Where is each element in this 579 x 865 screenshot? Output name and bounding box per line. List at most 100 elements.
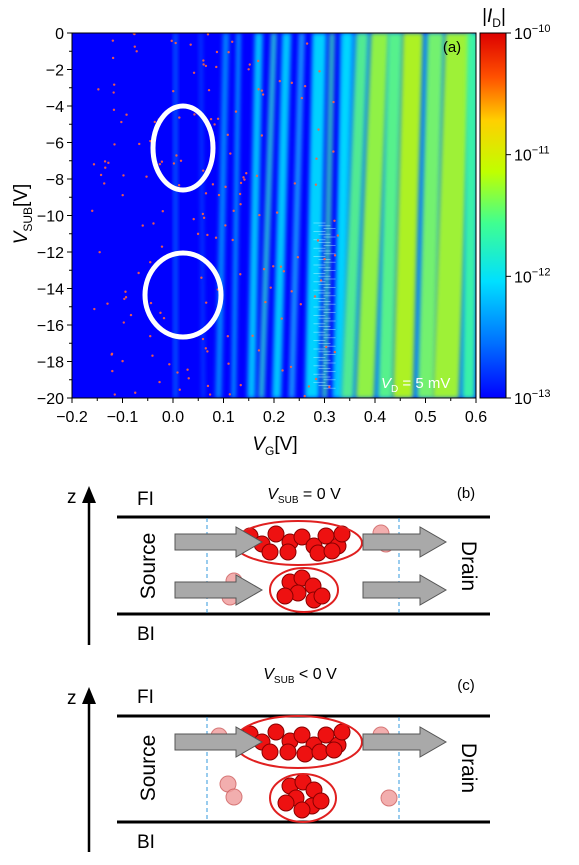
heatmap-dot [103,182,106,185]
panel-c-label: (c) [457,677,475,694]
heatmap-dot [264,300,267,304]
heatmap-dot [172,162,176,165]
y-tick-label: −10 [37,209,64,226]
x-tick-label: −0.2 [56,409,88,426]
heatmap-dot [303,394,306,398]
heatmap-dot [206,233,209,237]
heatmap-dot [278,79,282,83]
heatmap-dot [234,110,238,113]
heatmap-dot [120,120,123,124]
heatmap-dot [239,273,242,276]
heatmap-dot [257,59,260,63]
heatmap-dot [255,174,259,178]
heatmap-dot [224,224,227,227]
y-tick-label: 0 [55,26,64,43]
colorbar-tick-label: 10−12 [514,266,550,286]
heatmap-dot [307,385,311,388]
heatmap-dot [227,362,230,365]
heatmap-dot [314,377,318,381]
heatmap-dot [99,173,103,177]
heatmap-dot [293,182,297,185]
heatmap-dot [204,301,208,304]
y-tick-label: −2 [46,63,64,80]
particle [312,792,330,810]
heatmap-dot [159,311,162,315]
colorbar-tick-label: 10−13 [514,388,550,408]
particle [225,788,243,806]
y-axis-label: VSUB[V] [11,184,35,245]
heatmap-dot [224,185,227,189]
colorbar-title: |ID| [482,6,506,30]
bi-label-c: BI [137,832,155,853]
heatmap-dot [112,83,116,86]
heatmap-dot [275,211,279,214]
heatmap-dot [138,142,141,146]
y-axis-ticks: 0 −2 −4 −6 −8 −10 −12 −14 −16 −18 −20 [37,26,72,408]
heatmap-dot [113,393,116,396]
particle [279,543,297,561]
heatmap-dot [215,65,218,69]
heatmap-dot [315,157,318,160]
heatmap-dot [122,321,125,324]
heatmap-streak [231,33,241,398]
particle [279,743,297,761]
heatmap-streak [199,33,205,398]
heatmap-dot [177,184,181,187]
panel-b-label: (b) [457,485,475,502]
heatmap-streak [332,33,353,398]
source-label-b: Source [137,533,160,600]
heatmap-dot [112,91,115,94]
particle [325,741,343,759]
heatmap-dot [239,383,242,387]
particle [276,587,294,605]
heatmap-dot [209,117,213,121]
heatmap-dot [207,88,211,92]
heatmap-dot [168,363,171,366]
heatmap-dot [152,222,155,225]
fi-label-c: FI [137,687,154,708]
colorbar-tick-label: 10−10 [514,23,550,43]
heatmap-dot [261,93,265,96]
heatmap-dot [248,63,251,66]
particle [380,789,398,807]
heatmap-dot [179,159,183,162]
heatmap-dot [149,334,152,338]
heatmap-dot [290,290,293,293]
heatmap-dot [174,41,177,45]
x-axis-ticks: −0.2 −0.1 0.0 0.1 0.2 0.3 0.4 0.5 0.6 [56,398,487,426]
heatmap-dot [243,178,246,181]
heatmap-dots [91,33,340,398]
heatmap-dot [290,81,294,85]
heatmap-dot [206,33,210,36]
heatmap-streak [355,33,390,398]
particle [261,743,279,761]
heatmap-streak [341,33,369,398]
heatmap-dot [158,162,162,166]
current-arrow-lower-right-b [362,574,448,606]
heatmap-dot [178,116,181,119]
heatmap-dot [149,261,152,264]
heatmap-dot [299,303,302,306]
heatmap-dot [257,349,261,352]
heatmap-dot [328,385,331,389]
heatmap-dot [202,216,206,220]
heatmap-dot [204,347,208,350]
x-tick-label: −0.1 [107,409,139,426]
heatmap-dot [124,296,128,299]
heatmap-dot [269,286,272,289]
heatmap-dot [160,160,164,163]
heatmap-dot [111,369,114,373]
heatmap-dot [226,335,230,338]
x-tick-label: 0.1 [212,409,234,426]
particle [296,745,314,763]
heatmap-dot [124,290,127,293]
particle [267,723,285,741]
heatmap-dot [213,123,216,126]
heatmap-streak [288,33,305,398]
heatmap-dot [170,39,173,43]
y-tick-label: −12 [37,245,64,262]
x-axis-label: VG[V] [252,434,297,458]
condition-b: VSUB = 0 V [267,486,341,506]
heatmap-dot [97,88,100,91]
heatmap-dot [153,120,157,124]
